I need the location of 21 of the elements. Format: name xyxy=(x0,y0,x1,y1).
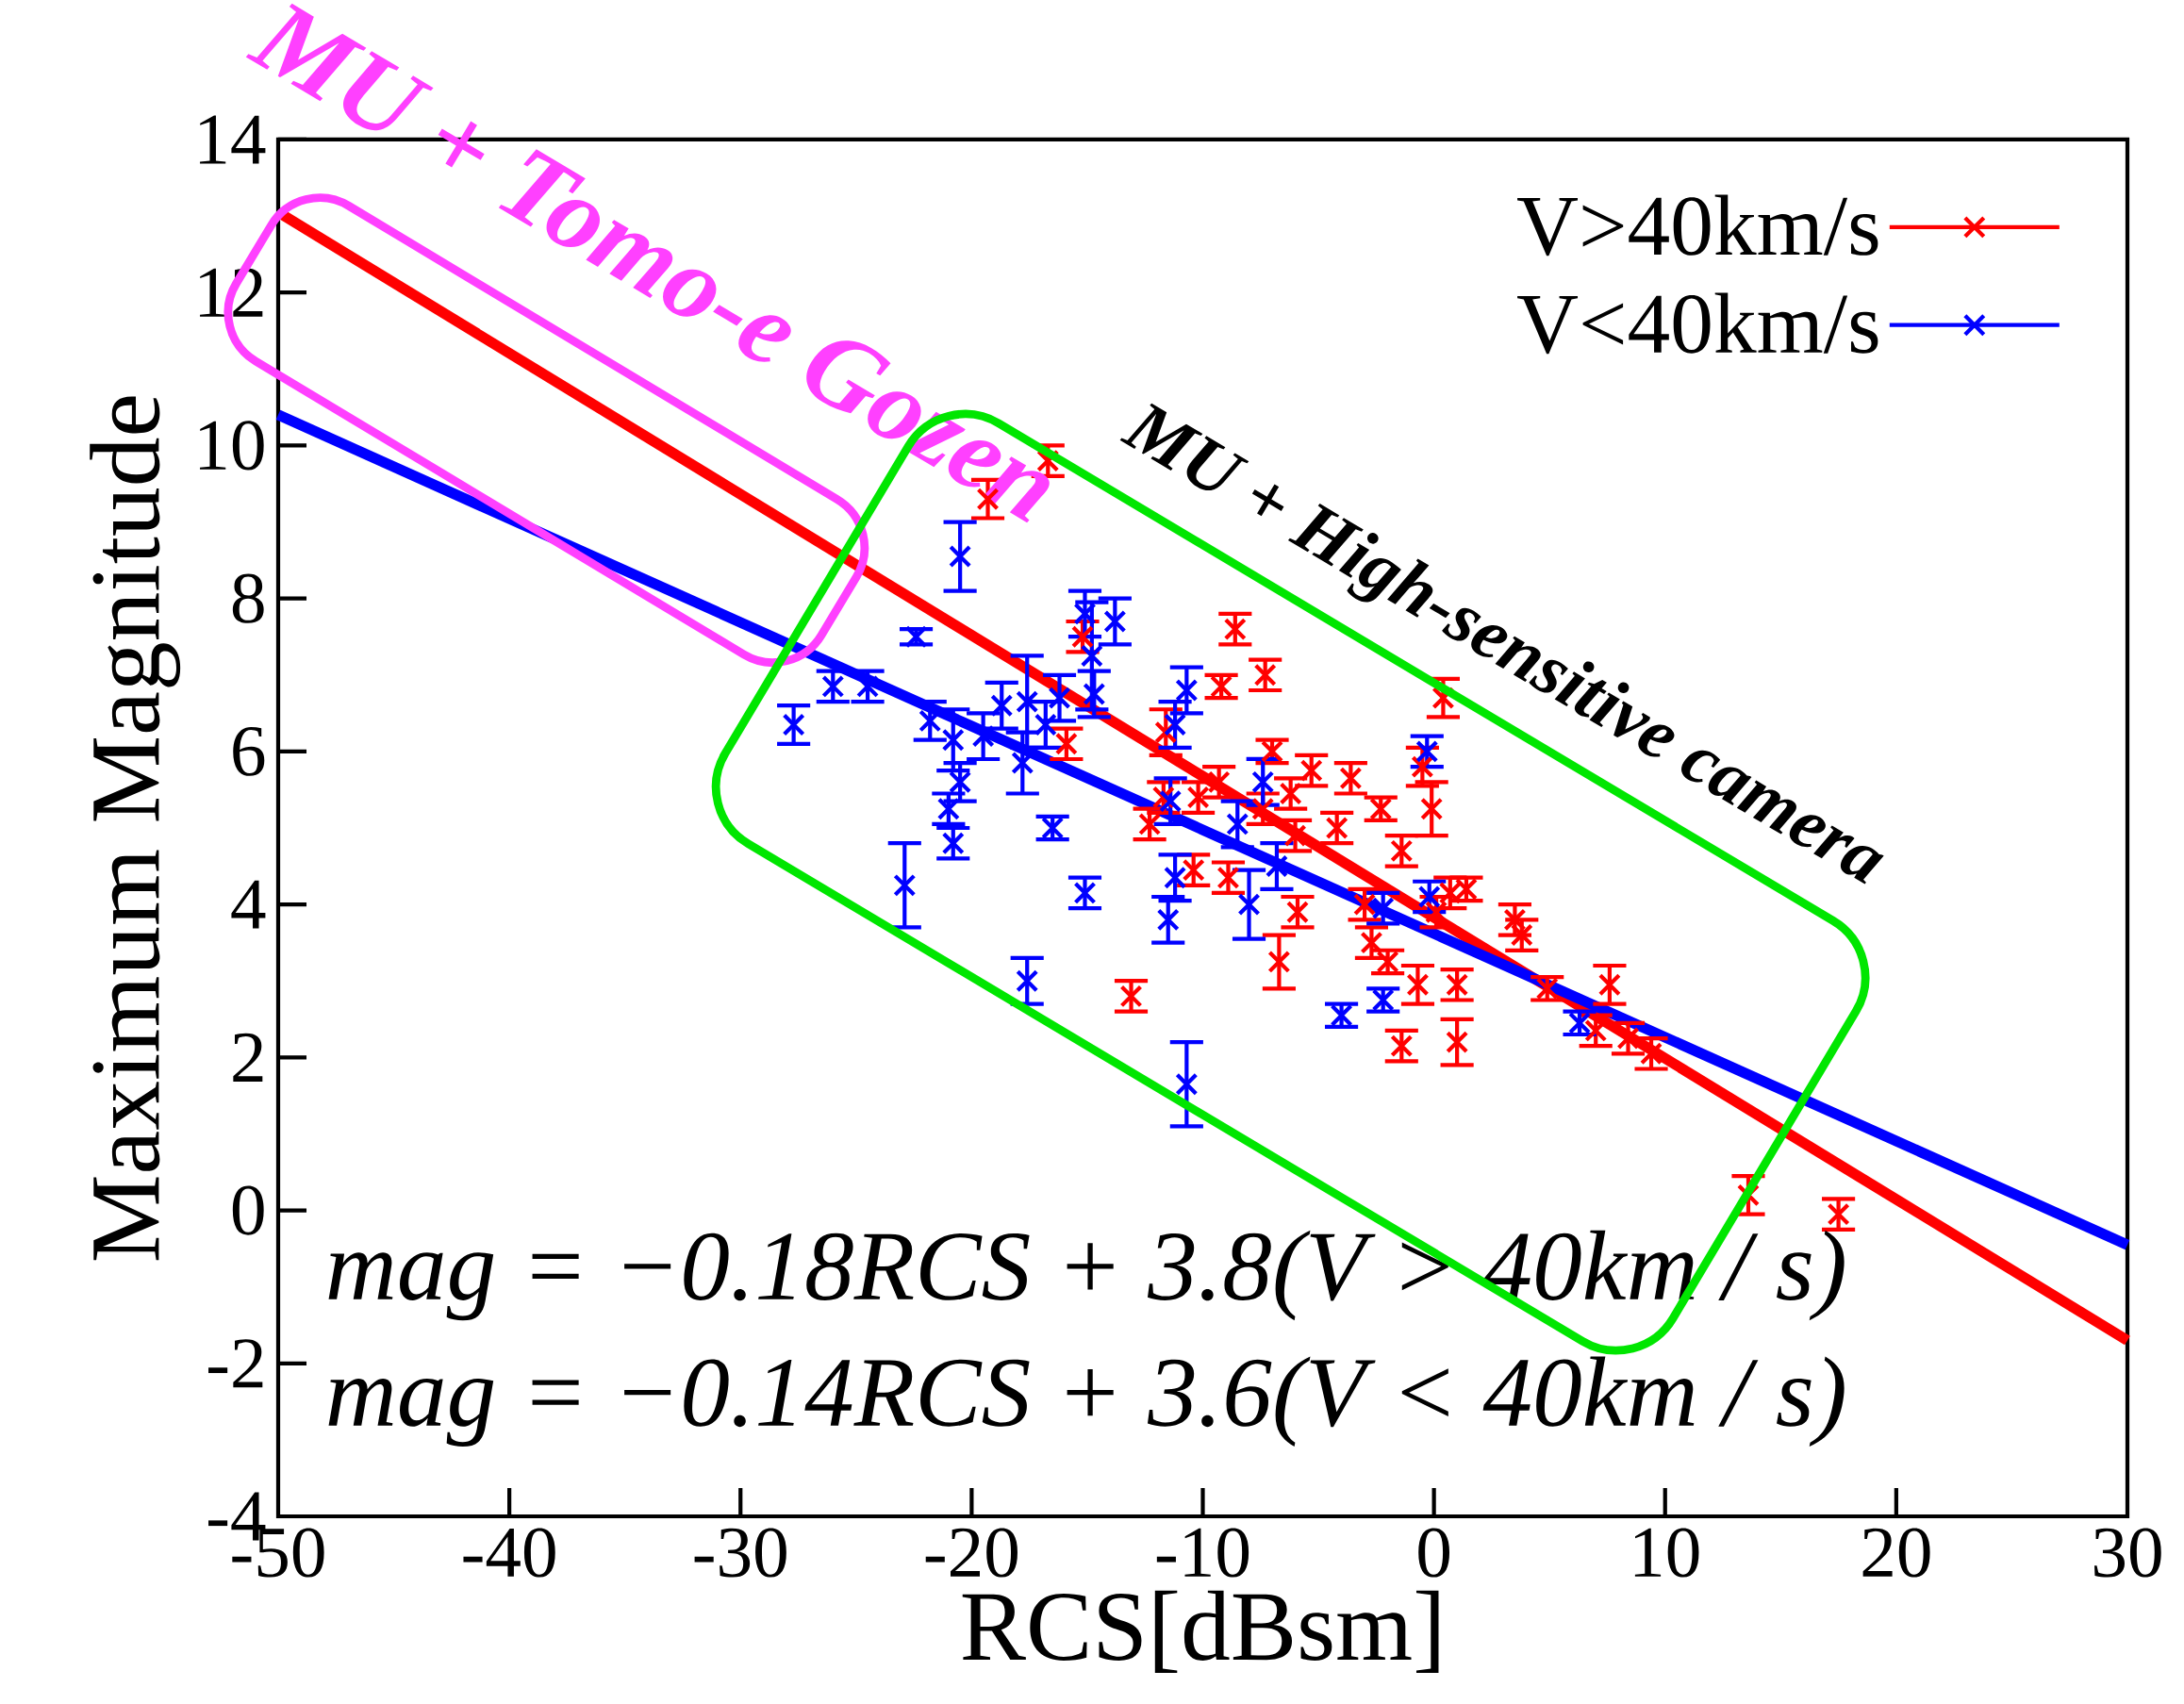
legend-label: V<40km/s xyxy=(1517,292,1878,355)
legend-label: V>40km/s xyxy=(1517,194,1878,256)
annotation: mag = −0.18RCS + 3.8(V > 40km / s) xyxy=(328,1230,1845,1321)
annotation: mag = −0.14RCS + 3.6(V < 40km / s) xyxy=(328,1356,1845,1448)
x-tick-label: 30 xyxy=(2094,1528,2161,1578)
y-tick-label: -2 xyxy=(208,1339,263,1388)
y-tick-label: 6 xyxy=(233,726,265,776)
x-tick-label: -40 xyxy=(463,1528,555,1578)
x-tick-label: -20 xyxy=(925,1528,1018,1578)
y-axis-title: Maximum Magnitude xyxy=(90,396,181,1261)
y-tick-label: 0 xyxy=(232,1185,264,1235)
y-tick-label: 10 xyxy=(200,421,264,471)
x-tick-label: -10 xyxy=(1156,1528,1249,1578)
y-tick-label: 2 xyxy=(233,1033,263,1082)
x-tick-label: -30 xyxy=(694,1528,786,1578)
x-tick-label: 20 xyxy=(1862,1528,1930,1578)
x-tick-label: 10 xyxy=(1634,1528,1699,1578)
x-axis-title: RCS[dBsm] xyxy=(962,1590,1439,1673)
x-tick-label: 0 xyxy=(1418,1528,1450,1578)
y-tick-label: 8 xyxy=(232,573,264,623)
y-tick-label: 4 xyxy=(231,880,266,929)
